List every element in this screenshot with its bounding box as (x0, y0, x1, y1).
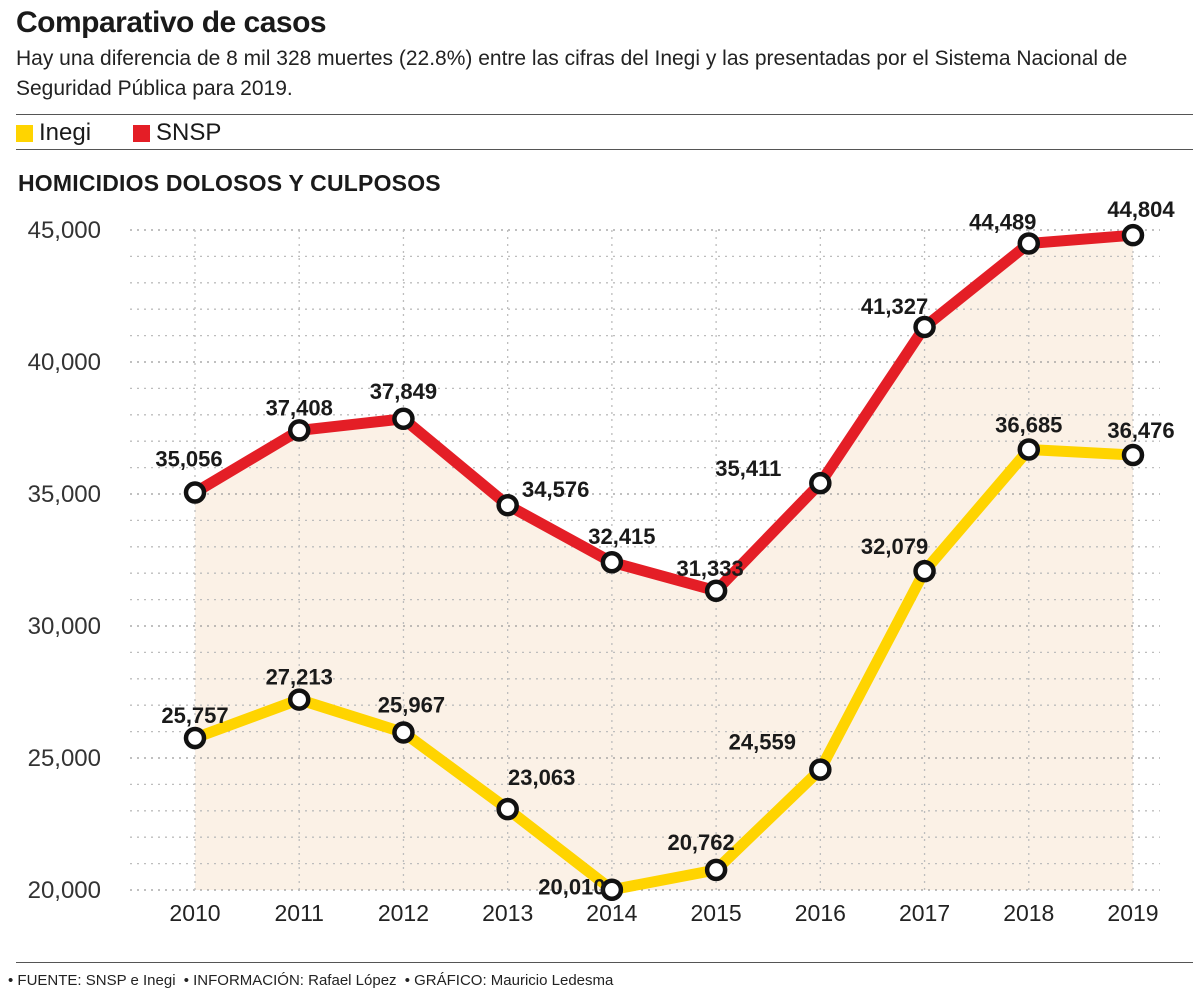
legend-item-inegi: Inegi (16, 119, 91, 147)
data-point-inegi (1121, 443, 1145, 467)
data-point-inegi (704, 858, 728, 882)
y-tick-label: 30,000 (28, 613, 101, 640)
x-tick-label: 2011 (274, 900, 323, 926)
data-point-snsp (392, 407, 415, 431)
data-point-snsp (913, 315, 936, 339)
data-label-snsp: 44,804 (1107, 197, 1175, 222)
data-label-inegi: 25,757 (161, 703, 228, 728)
data-point-inegi (496, 797, 519, 821)
data-label-snsp: 37,849 (370, 379, 437, 404)
data-label-inegi: 20,762 (667, 830, 734, 855)
data-point-snsp (496, 493, 519, 517)
data-point-snsp (1017, 232, 1041, 255)
data-label-inegi: 24,559 (729, 730, 796, 755)
legend: Inegi SNSP (16, 118, 263, 148)
data-label-inegi: 36,685 (995, 413, 1062, 438)
y-tick-label: 35,000 (28, 481, 101, 508)
data-label-snsp: 35,411 (715, 456, 781, 481)
data-label-snsp: 31,333 (676, 556, 743, 581)
data-label-snsp: 34,576 (522, 477, 589, 502)
x-tick-label: 2015 (691, 900, 742, 926)
data-label-inegi: 25,967 (378, 692, 445, 717)
data-point-inegi (392, 721, 415, 744)
footer-divider (16, 962, 1193, 963)
data-point-snsp (183, 481, 207, 504)
x-tick-label: 2016 (795, 900, 846, 926)
legend-swatch-inegi (16, 124, 33, 142)
page-title: Comparativo de casos (16, 6, 327, 39)
legend-label-inegi: Inegi (39, 119, 92, 146)
series-line-snsp (189, 229, 1139, 597)
y-tick-label: 45,000 (28, 217, 101, 244)
data-label-inegi: 23,063 (508, 765, 575, 790)
footer-source: • FUENTE: SNSP e Inegi (8, 972, 176, 989)
data-point-inegi (600, 878, 624, 901)
data-label-snsp: 37,408 (266, 395, 333, 420)
x-tick-label: 2018 (1003, 900, 1054, 926)
data-point-inegi (183, 726, 207, 750)
y-tick-label: 25,000 (28, 745, 101, 772)
data-label-inegi: 20,010 (538, 875, 605, 900)
data-point-snsp (600, 550, 624, 574)
data-point-snsp (809, 471, 832, 495)
footer-info: • INFORMACIÓN: Rafael López (183, 972, 397, 989)
line-chart: 20,000 25,000 30,000 35,000 40,000 45,000 2010… (28, 197, 1176, 926)
data-label-snsp: 41,327 (861, 294, 928, 319)
data-label-snsp: 35,056 (155, 447, 222, 472)
footer: • FUENTE: SNSP e Inegi • INFORMACIÓN: Ra… (8, 972, 617, 989)
footer-graphic: • GRÁFICO: Mauricio Ledesma (404, 972, 614, 989)
data-label-inegi: 36,476 (1107, 418, 1174, 443)
data-point-snsp (704, 579, 728, 603)
data-point-snsp (1121, 223, 1145, 247)
data-point-inegi (913, 559, 936, 583)
series-line-inegi (189, 444, 1139, 896)
data-point-inegi (287, 688, 311, 711)
y-tick-label: 20,000 (28, 877, 101, 904)
legend-label-snsp: SNSP (156, 119, 222, 146)
data-point-inegi (1017, 438, 1041, 461)
legend-bottom-divider (16, 149, 1193, 150)
data-label-inegi: 27,213 (266, 665, 333, 690)
x-tick-label: 2013 (482, 900, 533, 926)
x-tick-label: 2012 (378, 900, 429, 926)
chart-heading: HOMICIDIOS DOLOSOS Y CULPOSOS (18, 170, 441, 196)
legend-item-snsp: SNSP (133, 119, 221, 147)
data-point-snsp (287, 419, 311, 442)
page-subtitle: Hay una diferencia de 8 mil 328 muertes … (16, 47, 1128, 100)
legend-top-divider (16, 114, 1193, 115)
legend-swatch-snsp (133, 124, 151, 142)
x-tick-label: 2017 (899, 900, 950, 926)
data-label-snsp: 44,489 (969, 209, 1036, 234)
data-label-snsp: 32,415 (588, 524, 655, 549)
y-tick-label: 40,000 (28, 349, 101, 376)
x-tick-label: 2010 (169, 900, 220, 926)
data-label-inegi: 32,079 (861, 534, 928, 559)
area-fill (195, 235, 1133, 891)
x-tick-label: 2019 (1107, 900, 1158, 926)
x-tick-label: 2014 (586, 900, 637, 926)
data-point-inegi (809, 758, 832, 781)
